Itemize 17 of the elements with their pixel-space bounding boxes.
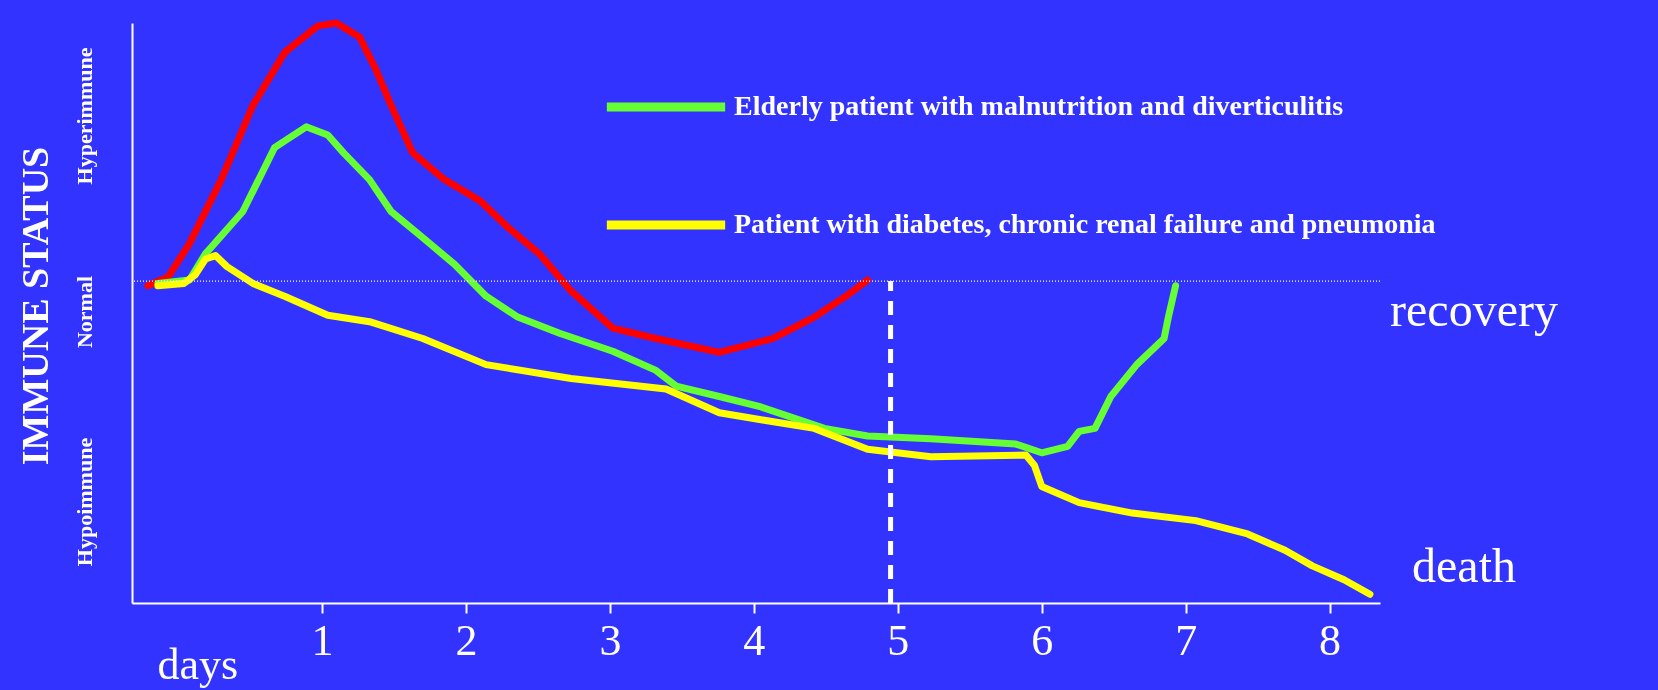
x-tick-label: 7 [1175,615,1198,665]
text: Hyperimmune [72,47,97,185]
text: Hypoimmune [72,437,97,567]
x-tick-label: 3 [599,615,622,665]
x-axis-title: days [157,639,239,689]
legend-label: Elderly patient with malnutrition and diverticulitis [734,90,1344,121]
x-tick-label: 1 [311,615,334,665]
x-tick-label: 6 [1031,615,1054,665]
x-tick-label: 8 [1319,615,1342,665]
text: recovery [1390,283,1558,336]
x-tick-label: 4 [743,615,766,665]
text: Normal [72,275,97,349]
x-tick-label: 5 [887,615,910,665]
x-tick-label: 2 [455,615,478,665]
legend-label: Patient with diabetes, chronic renal failure and pneumonia [734,208,1436,239]
y-axis-title: IMMUNE STATUS [14,146,56,466]
text: death [1412,539,1516,592]
